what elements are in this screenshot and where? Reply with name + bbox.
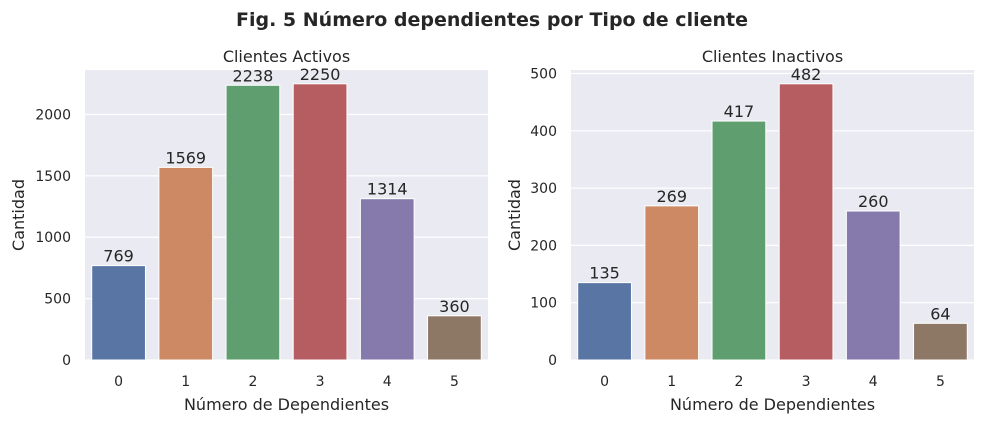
bar-3	[292, 83, 348, 361]
y-tick-label: 200	[530, 238, 557, 254]
data-label: 417	[724, 102, 755, 121]
data-label: 482	[791, 65, 822, 84]
x-tick-label: 3	[802, 374, 811, 390]
y-tick-label: 0	[62, 353, 71, 369]
x-tick-label: 2	[248, 374, 257, 390]
y-axis-label: Cantidad	[505, 179, 524, 251]
x-tick-label: 5	[936, 374, 945, 390]
chart-title: Clientes Activos	[223, 47, 350, 66]
x-tick-label: 4	[383, 374, 392, 390]
x-axis-label: Número de Dependientes	[670, 395, 875, 414]
bar-5	[427, 315, 482, 361]
x-tick-label: 0	[114, 374, 123, 390]
bar-1	[158, 166, 214, 361]
figure-title: Fig. 5 Número dependientes por Tipo de c…	[236, 9, 748, 31]
bar-0	[577, 282, 632, 361]
x-tick-label: 5	[450, 374, 459, 390]
data-label: 1569	[165, 148, 206, 167]
data-label: 64	[930, 304, 950, 323]
y-tick-label: 300	[530, 181, 557, 197]
x-tick-label: 3	[316, 374, 325, 390]
chart-clientes-activos: 0 500 1000 1500 2000 769 0 1569 1 2238 2 2250 3 1314 4…	[9, 47, 488, 414]
y-tick-label: 0	[548, 353, 557, 369]
y-tick-label: 400	[530, 124, 557, 140]
bar-2	[711, 120, 767, 361]
bar-0	[91, 265, 146, 361]
x-axis-label: Número de Dependientes	[184, 395, 389, 414]
y-tick-label: 500	[530, 66, 557, 82]
bar-5	[913, 322, 968, 361]
bar-1	[644, 205, 700, 361]
bar-3	[778, 83, 834, 361]
x-tick-label: 1	[181, 374, 190, 390]
data-label: 1314	[367, 180, 408, 199]
plot-area	[85, 70, 488, 360]
bar-2	[225, 84, 281, 361]
data-label: 2250	[300, 65, 341, 84]
y-axis-label: Cantidad	[9, 179, 28, 251]
y-tick-label: 1500	[35, 169, 71, 185]
bar-4	[359, 198, 415, 361]
x-tick-label: 1	[667, 374, 676, 390]
y-tick-label: 100	[530, 296, 557, 312]
data-label: 135	[589, 264, 620, 283]
data-label: 769	[103, 247, 134, 266]
data-label: 360	[439, 297, 470, 316]
y-tick-label: 1000	[35, 230, 71, 246]
data-label: 269	[656, 187, 687, 206]
chart-clientes-inactivos: 0 100 200 300 400 500 135 0 269 1 417 2 482 3 260 4 64 5 C…	[505, 47, 974, 414]
bar-4	[845, 210, 901, 361]
chart-title: Clientes Inactivos	[702, 47, 843, 66]
data-label: 260	[858, 192, 889, 211]
x-tick-label: 0	[600, 374, 609, 390]
data-label: 2238	[233, 66, 274, 85]
x-tick-label: 4	[869, 374, 878, 390]
x-tick-label: 2	[734, 374, 743, 390]
plot-area	[571, 70, 974, 360]
y-tick-label: 500	[44, 292, 71, 308]
y-tick-label: 2000	[35, 107, 71, 123]
